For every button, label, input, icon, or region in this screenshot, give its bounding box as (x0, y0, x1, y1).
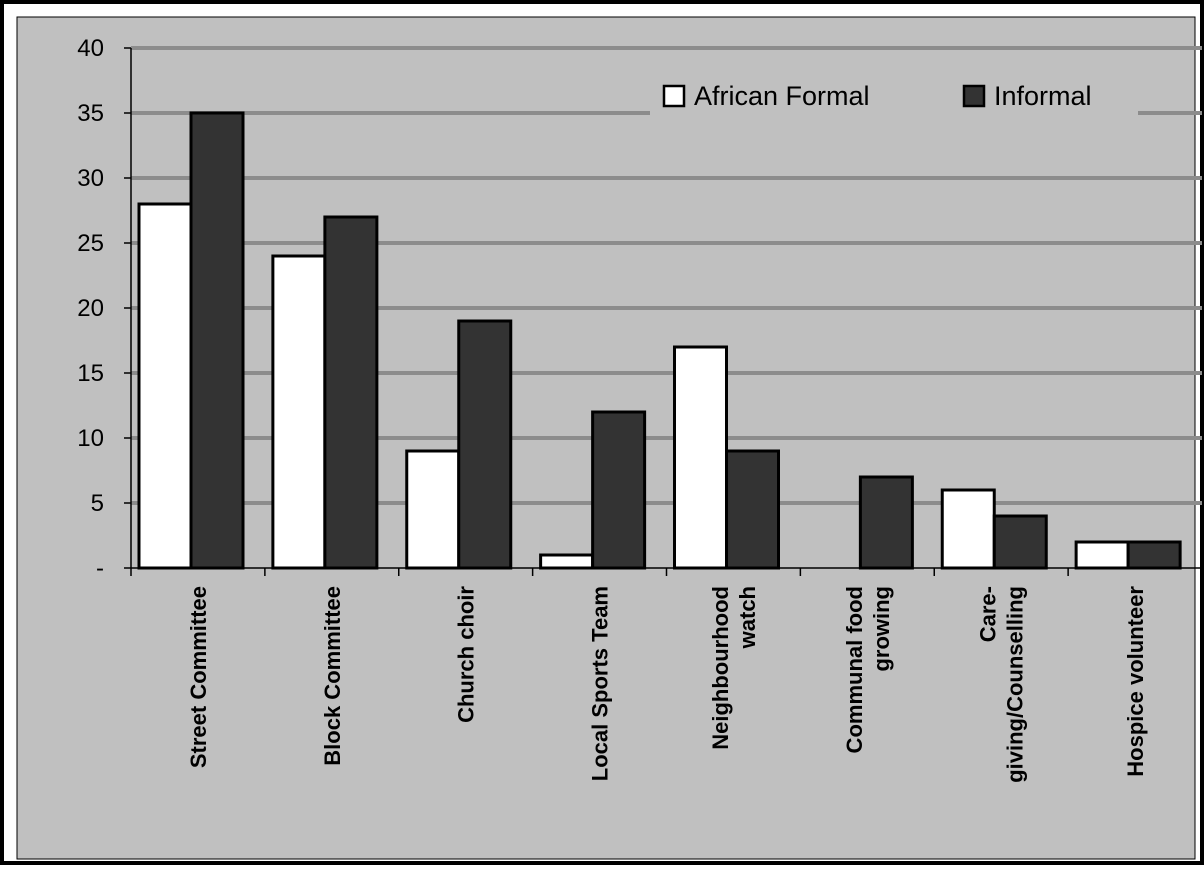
x-tick-label: Local Sports Team (588, 586, 613, 781)
y-tick-label: 40 (77, 35, 104, 62)
x-tick-label-line: watch (735, 586, 760, 649)
bar-african-formal (137, 202, 193, 570)
y-tick-label: 25 (77, 230, 104, 257)
y-tick-label: - (96, 555, 104, 582)
x-tick-label: Care-giving/Counselling (976, 586, 1028, 783)
bars (137, 111, 1182, 570)
bar-informal (323, 215, 379, 570)
legend-swatch-african-formal (662, 84, 686, 108)
x-tick-label-line: Street Committee (186, 586, 211, 768)
x-tick-label: Street Committee (186, 586, 211, 768)
bar-african-formal (539, 553, 595, 570)
axes: - 5 10 15 20 25 30 35 40 Street Committee Block Co… (77, 35, 1203, 783)
x-tick-label-line: growing (869, 586, 894, 672)
bar-informal (858, 475, 914, 570)
x-tick-label: Communal foodgrowing (842, 586, 894, 753)
y-tick-label: 30 (77, 165, 104, 192)
legend-swatch-informal (962, 84, 986, 108)
bar-african-formal (1074, 540, 1130, 570)
bar-informal (725, 449, 780, 570)
x-tick-label: Church choir (454, 586, 479, 723)
y-tick-label: 5 (91, 490, 104, 517)
bar-informal (591, 410, 647, 570)
x-tick-label-line: Communal food (842, 586, 867, 753)
legend-background (650, 64, 1138, 128)
y-tick-label: 20 (77, 295, 104, 322)
x-tick-label: Block Committee (320, 586, 345, 766)
x-tick-label-line: Block Committee (320, 586, 345, 766)
bar-african-formal (405, 449, 461, 570)
x-tick-label-line: giving/Counselling (1003, 586, 1028, 783)
x-tick-label-line: Neighbourhood (708, 586, 733, 750)
x-tick-label-line: Church choir (454, 586, 479, 723)
x-tick-label-line: Local Sports Team (588, 586, 613, 781)
bar-african-formal (673, 345, 728, 570)
legend-label-african-formal: African Formal (694, 81, 870, 111)
x-tick-label-line: Care- (976, 586, 1001, 642)
x-tick-label: Hospice volunteer (1123, 586, 1148, 777)
y-tick-label: 10 (77, 425, 104, 452)
x-tick-label: Neighbourhoodwatch (708, 586, 760, 750)
x-tick-label-line: Hospice volunteer (1123, 586, 1148, 777)
bar-african-formal (940, 488, 996, 570)
legend-label-informal: Informal (994, 81, 1092, 111)
legend: African Formal Informal (650, 64, 1138, 128)
bar-informal (992, 514, 1048, 570)
bar-informal (189, 111, 245, 570)
bar-african-formal (271, 254, 327, 570)
y-tick-label: 35 (77, 100, 104, 127)
bar-informal (1126, 540, 1182, 570)
y-tick-label: 15 (77, 360, 104, 387)
bar-informal (457, 319, 513, 570)
bar-chart: - 5 10 15 20 25 30 35 40 Street Committee Block Co… (16, 16, 1203, 860)
